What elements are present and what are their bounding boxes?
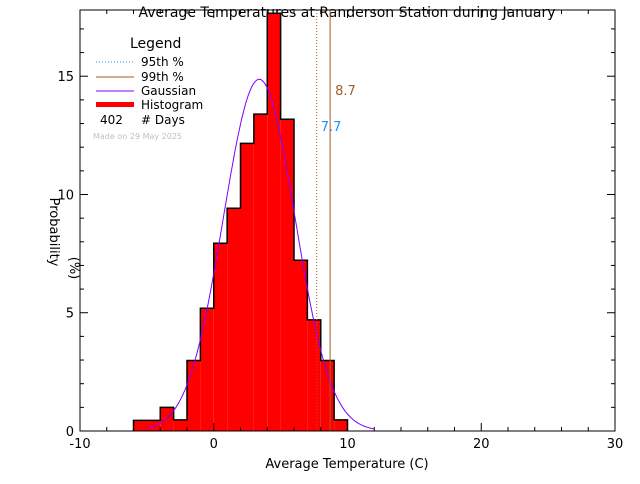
legend-title: Legend (130, 36, 181, 52)
histogram-bar (213, 243, 228, 431)
legend-histogram-label: Histogram (141, 98, 203, 112)
x-axis-label: Average Temperature (C) (265, 457, 428, 472)
y-axis-unit: (%) (66, 257, 81, 280)
histogram-bar (187, 360, 201, 431)
y-axis-label: Probability (46, 198, 61, 267)
x-tick-label: 30 (607, 437, 624, 452)
x-tick-label: -10 (69, 437, 90, 452)
x-tick-label: 10 (339, 437, 356, 452)
legend-days-count: 402 (100, 113, 123, 127)
histogram-bar (307, 319, 321, 431)
histogram-bar (320, 360, 335, 431)
p95-label: 7.7 (321, 120, 342, 135)
made-on-note: Made on 29 May 2025 (93, 132, 182, 141)
y-tick-label: 5 (66, 307, 74, 322)
histogram-bar (227, 208, 241, 431)
histogram-bar (200, 308, 214, 431)
histogram-bar (267, 13, 281, 431)
legend-days-label: # Days (141, 113, 185, 127)
y-tick-label: 10 (57, 188, 74, 203)
histogram-bar (133, 420, 161, 431)
histogram-bar (280, 119, 294, 432)
histogram-bar (253, 114, 268, 431)
legend-gaussian-label: Gaussian (141, 84, 196, 98)
histogram-bar (294, 260, 308, 431)
legend-p95-label: 95th % (141, 55, 184, 69)
histogram-bar (173, 419, 187, 431)
x-tick-label: 0 (210, 437, 218, 452)
y-tick-label: 0 (66, 425, 74, 440)
legend: Legend 95th % 99th % Gaussian Histogram … (93, 36, 203, 141)
x-tick-label: 20 (473, 437, 490, 452)
y-tick-label: 15 (57, 70, 74, 85)
histogram-bar (160, 407, 174, 431)
histogram-bar (334, 419, 348, 431)
histogram-bar (240, 143, 254, 431)
legend-histogram-swatch (96, 102, 134, 107)
legend-p99-label: 99th % (141, 70, 184, 84)
p99-label: 8.7 (335, 84, 356, 99)
gaussian-curve (146, 78, 375, 430)
histogram-outline (132, 12, 349, 431)
